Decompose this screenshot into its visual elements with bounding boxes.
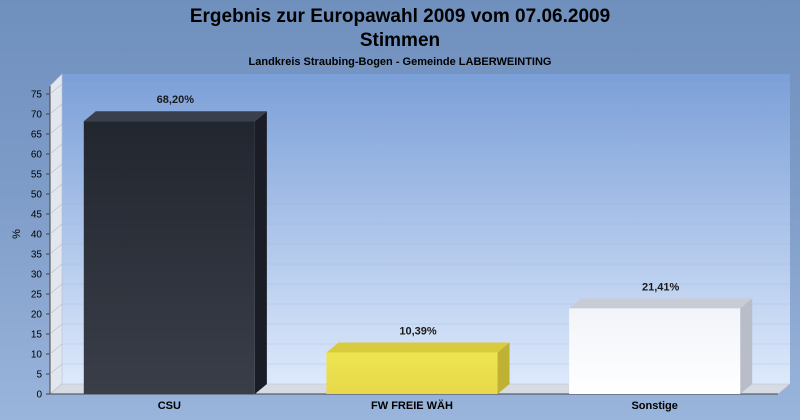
y-tick-label: 10 xyxy=(31,350,43,361)
gridline-side xyxy=(49,203,63,215)
bar-side xyxy=(497,342,510,394)
x-tick-label: FW FREIE WÄH xyxy=(371,399,453,412)
gridline-side xyxy=(49,303,63,315)
gridline-side xyxy=(49,123,63,135)
bar xyxy=(326,352,498,394)
bar-top xyxy=(83,111,267,122)
gridline-side xyxy=(49,283,63,295)
y-tick-label: 65 xyxy=(31,130,43,141)
bar-side xyxy=(254,111,267,394)
y-tick-label: 35 xyxy=(31,250,43,261)
y-axis-label: % xyxy=(11,229,23,239)
gridline-side xyxy=(49,143,63,155)
y-tick-label: 40 xyxy=(31,230,43,241)
gridline-side xyxy=(49,163,63,175)
bar-top xyxy=(326,342,510,353)
value-label: 10,39% xyxy=(399,325,437,337)
chart-subtitle: Stimmen xyxy=(360,30,440,51)
y-tick-label: 45 xyxy=(31,210,43,221)
gridline-side xyxy=(49,103,63,115)
chart-title: Ergebnis zur Europawahl 2009 vom 07.06.2… xyxy=(190,6,610,27)
y-tick-label: 50 xyxy=(31,190,43,201)
gridline-side xyxy=(49,343,63,355)
y-tick-label: 20 xyxy=(31,310,43,321)
y-tick-label: 0 xyxy=(36,390,42,401)
y-tick-label: 60 xyxy=(31,150,43,161)
plot-left-wall xyxy=(49,73,63,395)
gridline-side xyxy=(49,323,63,335)
y-tick-label: 5 xyxy=(36,370,42,381)
bar-top xyxy=(569,298,753,309)
y-tick-label: 55 xyxy=(31,170,43,181)
value-label: 21,41% xyxy=(642,281,680,293)
bar xyxy=(569,308,741,394)
y-tick-label: 70 xyxy=(31,110,43,121)
value-label: 68,20% xyxy=(157,94,195,106)
x-tick-label: CSU xyxy=(158,400,181,412)
gridline-side xyxy=(49,183,63,195)
y-tick-label: 75 xyxy=(31,90,43,101)
x-tick-label: Sonstige xyxy=(631,400,677,412)
chart-caption: Landkreis Straubing-Bogen - Gemeinde LAB… xyxy=(249,56,552,68)
gridline-side xyxy=(49,243,63,255)
bar xyxy=(83,121,255,394)
y-tick-label: 25 xyxy=(31,290,43,301)
gridline-side xyxy=(49,263,63,275)
y-tick-label: 15 xyxy=(31,330,43,341)
gridline-side xyxy=(49,83,63,95)
y-tick-label: 30 xyxy=(31,270,43,281)
bar-side xyxy=(740,298,753,394)
gridline-side xyxy=(49,363,63,375)
gridline-side xyxy=(49,223,63,235)
